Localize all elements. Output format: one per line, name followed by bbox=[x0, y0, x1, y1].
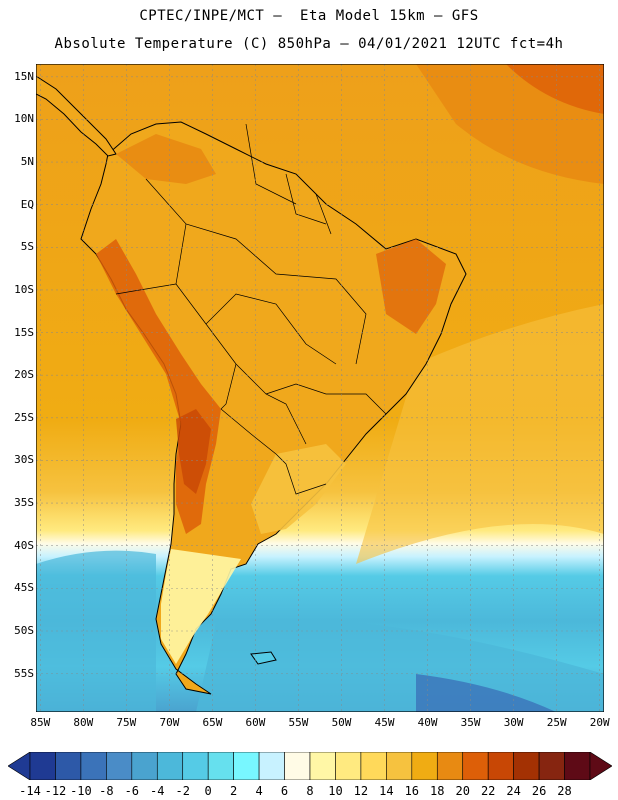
colorbar-segment bbox=[360, 752, 387, 780]
lat-tick-label: 5N bbox=[20, 155, 34, 169]
colorbar-tick-label: 14 bbox=[379, 784, 394, 798]
lon-tick-label: 80W bbox=[73, 716, 94, 729]
colorbar-tick-label: -8 bbox=[99, 784, 114, 798]
lat-lon-grid bbox=[36, 64, 604, 712]
lat-tick-label: EQ bbox=[20, 197, 34, 211]
temperature-map bbox=[36, 64, 604, 712]
lon-tick-label: 45W bbox=[374, 716, 395, 729]
lat-tick-label: 50S bbox=[14, 624, 34, 637]
lon-tick-label: 70W bbox=[159, 716, 180, 729]
lon-tick-label: 35W bbox=[460, 716, 481, 729]
colorbar-segment bbox=[462, 752, 489, 780]
colorbar-segment bbox=[284, 752, 311, 780]
colorbar-tick-label: -2 bbox=[175, 784, 190, 798]
lat-tick-label: 5S bbox=[20, 240, 34, 254]
colorbar-segment bbox=[131, 752, 158, 780]
colorbar-segment bbox=[258, 752, 285, 780]
lon-tick-label: 55W bbox=[288, 716, 309, 729]
cold-south-region bbox=[196, 619, 604, 712]
colorbar-segment bbox=[487, 752, 514, 780]
colorbar-tick-label: 4 bbox=[255, 784, 263, 798]
colorbar-segment bbox=[411, 752, 438, 780]
lat-tick-label: 15S bbox=[14, 325, 34, 339]
country-borders bbox=[115, 123, 387, 495]
lon-tick-label: 25W bbox=[546, 716, 567, 729]
colorbar-low-arrow bbox=[8, 752, 31, 780]
colorbar-tick-label: 26 bbox=[531, 784, 547, 798]
colorbar-segment bbox=[436, 752, 464, 780]
chart-title-line1: CPTEC/INPE/MCT – Eta Model 15km – GFS bbox=[139, 8, 479, 24]
colorbar-tick-label: 24 bbox=[506, 784, 521, 798]
colorbar-tick-label: 10 bbox=[328, 784, 343, 798]
colorbar-segment bbox=[80, 752, 107, 780]
central-america-land bbox=[36, 75, 117, 157]
venezuela-warm bbox=[116, 134, 216, 184]
colorbar-tick-label: 8 bbox=[306, 784, 314, 798]
andes-hot-core bbox=[176, 409, 211, 494]
chart-title-line2: Absolute Temperature (C) 850hPa – 04/01/… bbox=[54, 36, 564, 52]
lon-tick-label: 60W bbox=[245, 716, 266, 729]
lon-tick-label: 75W bbox=[116, 716, 137, 729]
colorbar-tick-label: 16 bbox=[404, 784, 420, 798]
colorbar-segment bbox=[386, 752, 413, 780]
colorbar-tick-label: -12 bbox=[44, 784, 67, 798]
northeast-brazil-warm bbox=[376, 239, 446, 334]
lat-tick-label: 30S bbox=[14, 453, 34, 467]
colorbar-segment bbox=[55, 752, 82, 780]
lon-tick-label: 85W bbox=[30, 716, 51, 729]
colorbar-segment bbox=[29, 752, 56, 780]
lon-tick-label: 20W bbox=[589, 716, 610, 729]
colorbar-tick-label: -14 bbox=[19, 784, 41, 798]
lat-tick-label: 10S bbox=[14, 282, 34, 296]
lon-tick-label: 40W bbox=[417, 716, 438, 729]
colorbar-tick-label: 20 bbox=[455, 784, 470, 798]
colorbar-high-arrow bbox=[589, 752, 612, 780]
colorbar-segment bbox=[207, 752, 234, 780]
colorbar-tick-label: 22 bbox=[480, 784, 496, 798]
lat-tick-label: 15N bbox=[14, 69, 34, 83]
colorbar-tick-label: 6 bbox=[280, 784, 289, 798]
colorbar-tick-label: 0 bbox=[204, 784, 212, 798]
coldest-region bbox=[416, 674, 556, 712]
colorbar-segment bbox=[233, 752, 260, 780]
lon-tick-label: 30W bbox=[503, 716, 524, 729]
lat-tick-label: 55S bbox=[14, 666, 34, 680]
colorbar-segment bbox=[538, 752, 565, 780]
colorbar-segment bbox=[106, 752, 133, 780]
colorbar bbox=[8, 752, 612, 780]
hot-atlantic-region bbox=[506, 64, 604, 114]
colorbar-tick-label: 28 bbox=[557, 784, 572, 798]
lat-tick-label: 45S bbox=[14, 581, 34, 595]
colorbar-tick-label: -6 bbox=[124, 784, 140, 798]
colorbar-segment bbox=[309, 752, 336, 780]
colorbar-segment bbox=[335, 752, 362, 780]
lat-tick-label: 25S bbox=[14, 410, 34, 424]
lat-tick-label: 35S bbox=[14, 496, 34, 510]
colorbar-tick-label: -4 bbox=[150, 784, 165, 798]
colorbar-tick-label: -10 bbox=[70, 784, 92, 798]
colorbar-segment bbox=[564, 752, 591, 780]
colorbar-segment bbox=[513, 752, 540, 780]
colorbar-segment bbox=[156, 752, 184, 780]
lon-tick-label: 50W bbox=[331, 716, 352, 729]
lat-tick-label: 40S bbox=[14, 538, 34, 552]
colorbar-tick-label: 12 bbox=[353, 784, 369, 798]
cold-pacific-region bbox=[36, 550, 156, 712]
colorbar-tick-label: 2 bbox=[230, 784, 238, 798]
patagonia-cool-region bbox=[161, 549, 241, 664]
lat-tick-label: 10N bbox=[14, 112, 34, 126]
colorbar-segment bbox=[182, 752, 209, 780]
colorbar-tick-label: 18 bbox=[430, 784, 445, 798]
lat-tick-label: 20S bbox=[14, 368, 34, 382]
lon-tick-label: 65W bbox=[202, 716, 223, 729]
